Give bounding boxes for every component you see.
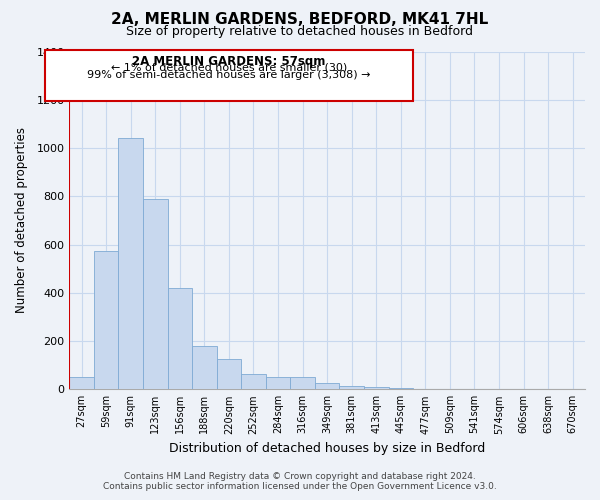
Bar [290, 377, 315, 390]
Bar [315, 384, 340, 390]
Bar [192, 346, 217, 390]
Bar [217, 359, 241, 390]
Text: 2A, MERLIN GARDENS, BEDFORD, MK41 7HL: 2A, MERLIN GARDENS, BEDFORD, MK41 7HL [112, 12, 488, 28]
Text: 99% of semi-detached houses are larger (3,308) →: 99% of semi-detached houses are larger (… [87, 70, 371, 80]
Bar [167, 288, 192, 390]
Text: Size of property relative to detached houses in Bedford: Size of property relative to detached ho… [127, 25, 473, 38]
Bar [389, 388, 413, 390]
X-axis label: Distribution of detached houses by size in Bedford: Distribution of detached houses by size … [169, 442, 485, 455]
Text: ← 1% of detached houses are smaller (30): ← 1% of detached houses are smaller (30) [111, 62, 347, 72]
Text: 2A MERLIN GARDENS: 57sqm: 2A MERLIN GARDENS: 57sqm [132, 55, 326, 68]
Y-axis label: Number of detached properties: Number of detached properties [15, 128, 28, 314]
Bar [70, 377, 94, 390]
Text: Contains HM Land Registry data © Crown copyright and database right 2024.
Contai: Contains HM Land Registry data © Crown c… [103, 472, 497, 491]
Bar [266, 377, 290, 390]
FancyBboxPatch shape [45, 50, 413, 102]
Bar [94, 250, 118, 390]
Bar [340, 386, 364, 390]
Bar [413, 388, 437, 390]
Bar [118, 138, 143, 390]
Bar [143, 198, 167, 390]
Bar [364, 387, 389, 390]
Bar [241, 374, 266, 390]
